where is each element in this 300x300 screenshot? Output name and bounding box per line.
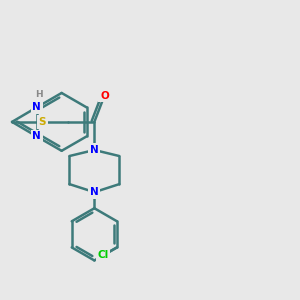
Text: N: N [32,131,41,141]
Text: H: H [35,90,42,99]
Text: N: N [90,187,99,197]
Text: O: O [100,91,109,101]
Text: Cl: Cl [97,250,109,260]
Text: S: S [38,117,46,127]
Text: N: N [90,145,99,155]
Text: N: N [32,102,41,112]
